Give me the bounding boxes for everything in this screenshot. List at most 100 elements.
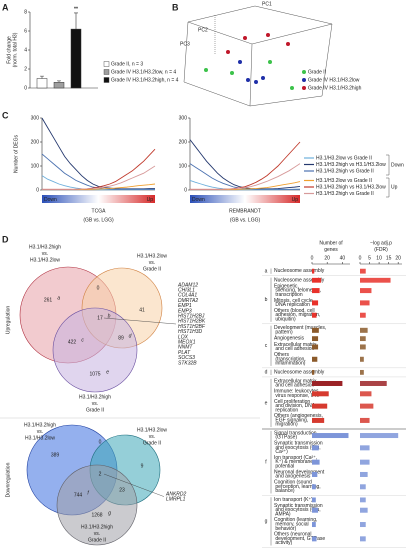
pca-point [243,36,247,40]
gene-name: HIST1H2BJ [178,314,205,320]
region-count: 1075 [89,371,100,377]
genes-bar [312,471,318,477]
term-label: Neuronal development and axogenesis [274,470,325,480]
gene-name: STK32B [178,360,197,366]
genes-bar [312,380,343,386]
side-label: Downregulation [5,462,11,497]
fdr-bar [360,288,372,294]
gene-name: CHI3L1 [178,288,195,294]
set-label: Grade II [88,537,106,543]
legend-label: H3.1/H3.2high vs Grade II [316,191,374,197]
y-tick-label: 300 [179,115,188,121]
genes-bar [312,312,317,318]
term-label: Angiogenesis [274,336,305,342]
term-label: Ion transport (K⁺) [274,497,313,503]
gene-name: HIST1H2BF [178,324,206,330]
term-label: Cognition (sound perception, learning, b… [274,480,321,495]
y-axis-label: Number of DEGs [13,134,19,173]
term-label: Immune: leukocytes, virus response, IFN [274,389,320,399]
panel-label: A [2,2,9,12]
gene-name: COL4A1 [178,293,197,299]
fdr-bar [360,536,366,542]
fdr-bar [360,417,370,423]
term-label: Epigenetic, silencing, telomeres, transc… [274,284,321,299]
pca-point [230,71,234,75]
pca-point [246,78,250,82]
y-axis-label: Fold change [6,36,12,64]
legend-swatch [302,78,306,82]
legend-swatch [103,69,110,75]
term-label: Others (transcription, inflammation) [274,352,306,367]
legend-label: Grade IV H3.1/H3.2low, n = 4 [111,69,176,75]
genes-bar [312,417,325,423]
y-tick-label: 8 [24,9,27,15]
region-count: 41 [139,307,145,313]
gene-name: EMP3 [178,308,192,314]
legend-swatch [103,77,110,83]
gradient-end-label: Down [192,197,205,203]
legend-label: Grade IV H3.1/H3.2high [308,85,362,91]
group-label: a [265,268,268,274]
set-label: Grade II [143,266,161,272]
axis-title: Number of [319,240,343,246]
gene-name: DMRTA2 [178,298,198,304]
leader-line [103,473,165,497]
axis-title: genes [324,247,338,253]
genes-bar [312,344,319,350]
region-count: 2 [99,471,102,477]
set-label: H3.1/H3.2low [30,257,60,263]
fdr-bar [360,336,366,342]
legend-label: H3.1/H3.2low vs Grade II [316,178,372,184]
fdr-bar [360,356,364,362]
pca-point [226,50,230,54]
y-tick-label: 4 [24,47,27,53]
legend-brace [386,154,390,198]
genes-bar [312,497,316,503]
panel-label: B [172,2,179,12]
genes-bar [312,391,329,397]
gene-name: HIST1H2BK [178,319,206,325]
x-axis-label: (GB vs. LGG) [83,217,114,223]
region-count: 23 [119,487,125,493]
fdr-bar [360,391,372,397]
y-tick-label: 0 [36,187,39,193]
pca-point [204,68,208,72]
genes-bar [312,356,318,362]
gene-name: HIST1H3D [178,329,203,335]
genes-bar [312,445,319,451]
y-tick-label: 300 [31,115,40,121]
term-label: Others (blood, cell adhesion, migration,… [274,308,320,323]
gene-name: SOCS3 [178,355,195,361]
y-axis-label: (norm. total H3) [12,32,18,67]
region-count: 261 [44,297,53,303]
line-series [41,175,155,191]
term-label: Synaptic transmission and exocytosis (Gl… [274,441,323,456]
error-bar [57,80,61,83]
chart-title: TCGA [92,208,107,214]
set-label: vs. [149,260,155,266]
error-bar [40,75,44,79]
y-tick-label: 200 [31,139,40,145]
region-count: 1268 [91,512,102,518]
legend-label: Grade IV H3.1/H3.2low [308,77,360,83]
x-tick-label: 15 [386,255,392,261]
group-label: e [265,400,268,406]
group-label: b [265,297,268,303]
side-label: Upregulation [5,306,11,335]
legend-swatch [103,61,110,67]
set-label: vs. [37,429,43,435]
set-label: H3.1/H3.2high [81,524,113,530]
error-bar [74,12,78,30]
fdr-bar [360,369,364,375]
legend-label: Grade II [308,69,326,75]
panel-label: C [2,110,9,120]
group-label: d [265,370,268,376]
y-tick-label: 100 [31,163,40,169]
line-series [190,163,301,190]
gradient-end-label: Down [44,197,57,203]
set-label: Grade II [143,440,161,446]
set-label: Grade II [86,407,104,413]
group-label: g [265,519,268,525]
legend-group-label: Up [391,184,398,190]
fdr-bar [360,380,387,386]
